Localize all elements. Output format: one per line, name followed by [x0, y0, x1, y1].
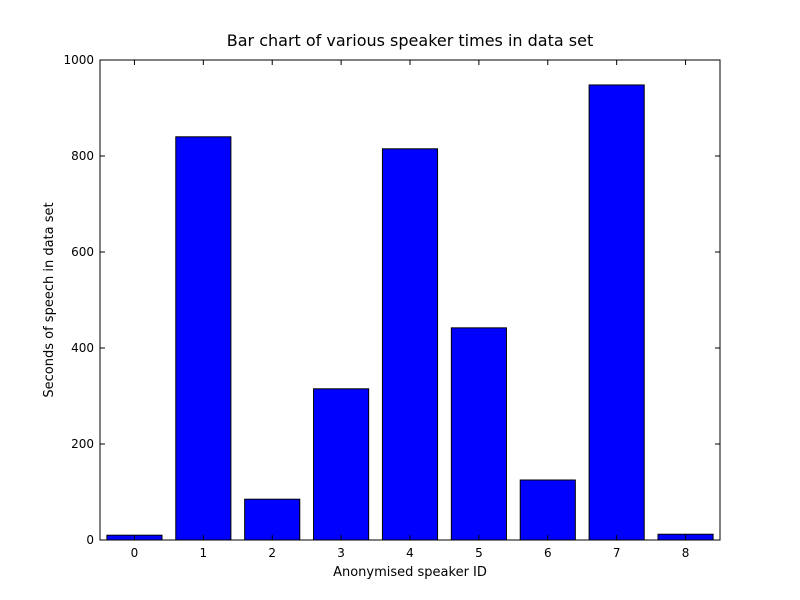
bar-speaker-5 [450, 327, 507, 541]
bars-group [106, 84, 714, 541]
x-tick-label: 0 [131, 546, 139, 560]
bar-speaker-1 [175, 136, 232, 541]
y-tick-label: 200 [71, 437, 94, 451]
x-tick-label: 2 [268, 546, 276, 560]
bar-speaker-4 [381, 148, 439, 541]
y-axis-ticks: 0 200 400 600 800 1000 [63, 53, 720, 547]
x-tick-label: 1 [200, 546, 208, 560]
y-tick-label: 0 [86, 533, 94, 547]
x-axis-ticks: 0 1 2 3 4 5 6 7 8 [131, 60, 690, 560]
bar-speaker-7 [588, 84, 645, 541]
bar-speaker-3 [313, 388, 370, 541]
y-axis-label: Seconds of speech in data set [42, 202, 57, 397]
y-tick-label: 800 [71, 149, 94, 163]
y-tick-label: 400 [71, 341, 94, 355]
chart-title: Bar chart of various speaker times in da… [227, 31, 593, 50]
x-tick-label: 3 [337, 546, 345, 560]
y-tick-label: 1000 [63, 53, 94, 67]
x-tick-label: 5 [475, 546, 483, 560]
x-axis-label: Anonymised speaker ID [333, 565, 487, 580]
x-tick-label: 8 [682, 546, 690, 560]
x-tick-label: 7 [613, 546, 621, 560]
x-tick-label: 6 [544, 546, 552, 560]
bar-speaker-6 [519, 479, 576, 541]
x-tick-label: 4 [406, 546, 414, 560]
plot-frame [99, 59, 721, 541]
y-tick-label: 600 [71, 245, 94, 259]
bar-speaker-2 [244, 498, 301, 541]
